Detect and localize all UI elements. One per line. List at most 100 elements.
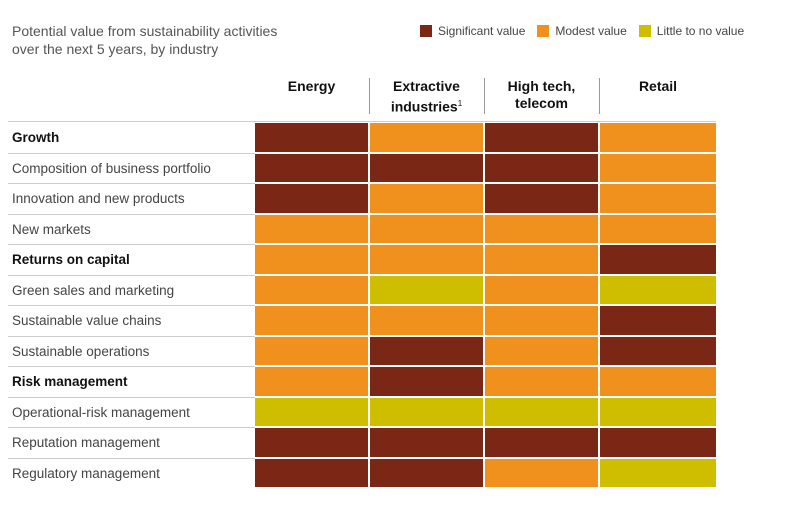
value-cell xyxy=(255,245,368,274)
value-cell xyxy=(255,428,368,457)
column-header-line: High tech, xyxy=(507,78,576,94)
value-cell xyxy=(600,123,716,152)
value-cell xyxy=(255,397,368,426)
row-label: Risk management xyxy=(12,374,128,389)
value-cell xyxy=(485,397,598,426)
legend-item-significant: Significant value xyxy=(420,24,525,38)
column-header-line: Retail xyxy=(638,78,678,94)
value-cell xyxy=(600,428,716,457)
value-cell xyxy=(600,184,716,213)
legend-label: Modest value xyxy=(555,24,627,38)
value-cell xyxy=(370,123,483,152)
row-label: Returns on capital xyxy=(12,252,130,267)
row-divider xyxy=(8,305,255,306)
value-cell xyxy=(600,153,716,182)
value-cell xyxy=(370,153,483,182)
value-cell xyxy=(485,306,598,335)
legend: Significant value Modest value Little to… xyxy=(420,24,744,38)
row-label: Growth xyxy=(12,130,60,145)
subtitle-line: over the next 5 years, by industry xyxy=(12,41,219,57)
column-header-line: Energy xyxy=(287,78,336,94)
value-cell xyxy=(600,397,716,426)
value-cell xyxy=(255,275,368,304)
row-divider xyxy=(8,457,255,459)
value-cell xyxy=(370,367,483,396)
header-rule xyxy=(8,121,716,122)
value-cell xyxy=(255,123,368,152)
row-label: Reputation management xyxy=(12,435,160,450)
value-cell xyxy=(370,306,483,335)
value-cell xyxy=(485,214,598,243)
value-cell xyxy=(255,306,368,335)
value-cell xyxy=(600,245,716,274)
value-cell xyxy=(485,245,598,274)
row-divider xyxy=(8,183,255,184)
value-cell xyxy=(485,458,598,487)
column-header-retail: Retail xyxy=(600,78,716,95)
legend-swatch xyxy=(420,25,432,37)
row-divider xyxy=(8,427,255,428)
row-divider xyxy=(8,152,255,154)
footnote-marker: 1 xyxy=(457,99,463,108)
value-cell xyxy=(370,336,483,365)
value-cell xyxy=(600,306,716,335)
legend-swatch xyxy=(537,25,550,37)
legend-item-little: Little to no value xyxy=(638,24,745,38)
column-header-energy: Energy xyxy=(255,78,368,95)
value-cell xyxy=(370,458,483,487)
value-cell xyxy=(485,367,598,396)
value-cell xyxy=(485,336,598,365)
row-divider xyxy=(8,213,255,215)
value-cell xyxy=(370,184,483,213)
row-label: Regulatory management xyxy=(12,465,160,481)
row-divider xyxy=(8,274,255,276)
subtitle-line: Potential value from sustainability acti… xyxy=(12,23,278,39)
column-header-line: industries xyxy=(390,98,458,115)
value-cell xyxy=(485,428,598,457)
value-cell xyxy=(485,275,598,304)
legend-swatch xyxy=(638,25,651,37)
header-divider xyxy=(599,78,600,114)
column-header-line-2: industries1 xyxy=(370,95,483,116)
row-divider xyxy=(8,366,255,367)
value-cell xyxy=(600,367,716,396)
value-cell xyxy=(370,245,483,274)
row-label: Operational-risk management xyxy=(12,404,190,420)
row-label: Innovation and new products xyxy=(12,191,185,206)
value-cell xyxy=(600,458,716,487)
row-label: Sustainable operations xyxy=(12,343,150,359)
value-cell xyxy=(600,214,716,243)
header-divider xyxy=(369,78,370,114)
legend-label: Significant value xyxy=(438,24,526,38)
row-label: Green sales and marketing xyxy=(12,282,175,298)
value-cell xyxy=(485,184,598,213)
value-cell xyxy=(600,275,716,304)
value-cell xyxy=(370,275,483,304)
value-cell xyxy=(485,123,598,152)
row-divider xyxy=(8,244,255,245)
column-header-hightech: High tech, telecom xyxy=(485,78,598,112)
value-cell xyxy=(255,458,368,487)
chart-subtitle: Potential value from sustainability acti… xyxy=(12,22,332,58)
row-label: Sustainable value chains xyxy=(12,313,162,328)
value-cell xyxy=(255,184,368,213)
header-divider xyxy=(484,78,485,114)
row-divider xyxy=(8,335,255,337)
column-header-extractive: Extractive industries1 xyxy=(370,78,483,116)
row-label: Composition of business portfolio xyxy=(12,160,211,176)
row-divider xyxy=(8,396,255,398)
value-cell xyxy=(255,367,368,396)
column-header-line: telecom xyxy=(515,95,568,111)
value-cell xyxy=(370,214,483,243)
value-cell xyxy=(255,336,368,365)
value-cell xyxy=(255,214,368,243)
legend-item-modest: Modest value xyxy=(537,24,627,38)
value-cell xyxy=(370,397,483,426)
value-cell xyxy=(255,153,368,182)
value-cell xyxy=(370,428,483,457)
row-label: New markets xyxy=(12,221,91,237)
value-cell xyxy=(485,153,598,182)
column-header-line: Extractive xyxy=(393,78,460,94)
legend-label: Little to no value xyxy=(656,24,745,38)
value-cell xyxy=(600,336,716,365)
